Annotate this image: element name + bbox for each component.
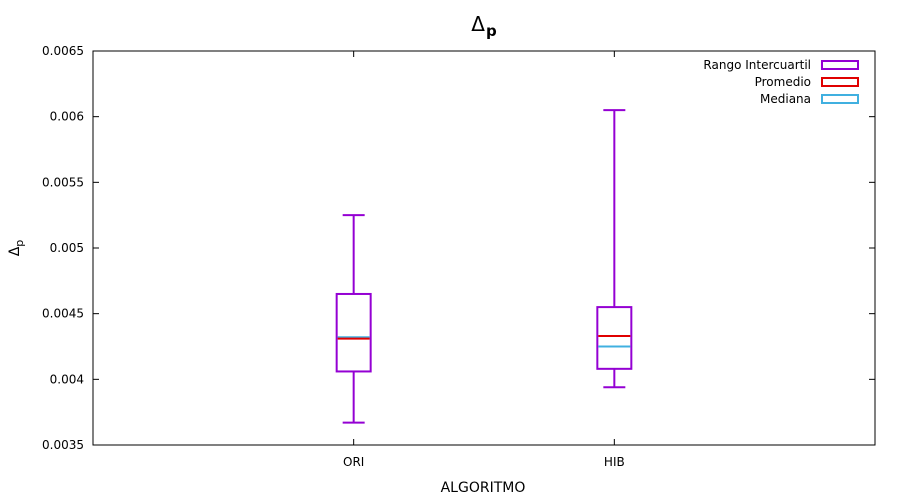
y-tick-label: 0.0055: [42, 175, 84, 189]
box-hib: [596, 109, 633, 389]
legend-label: Rango Intercuartil: [703, 58, 811, 72]
y-tick-label: 0.0035: [42, 438, 84, 452]
y-tick-label: 0.0045: [42, 307, 84, 321]
y-tick-label: 0.005: [50, 241, 84, 255]
legend-swatch: [821, 94, 859, 104]
plot-area: [92, 50, 876, 446]
y-axis-label-main: Δ: [7, 246, 23, 256]
legend-swatch: [821, 60, 859, 70]
x-tick-label: ORI: [343, 455, 364, 469]
iqr-box: [596, 306, 633, 370]
y-tick-label: 0.006: [50, 110, 84, 124]
x-axis-label: ALGORITMO: [441, 480, 526, 496]
y-axis-label: Δp: [7, 240, 26, 257]
box-ori: [335, 214, 372, 424]
iqr-box: [335, 292, 372, 373]
y-axis-label-subscript: p: [13, 240, 26, 247]
boxes-layer: [335, 109, 633, 424]
chart-title: Δp: [471, 12, 497, 40]
chart-title-subscript: p: [486, 22, 497, 40]
chart-title-main: Δ: [471, 12, 485, 36]
x-tick-label: HIB: [604, 455, 625, 469]
x-axis: ORI HIB: [343, 51, 625, 469]
legend: Rango Intercuartil Promedio Mediana: [703, 58, 859, 106]
y-axis: 0.0035 0.004 0.0045 0.005 0.0055 0.006 0.0065: [42, 44, 875, 452]
y-tick-label: 0.0065: [42, 44, 84, 58]
legend-label: Promedio: [755, 75, 811, 89]
legend-swatch: [821, 77, 859, 87]
legend-label: Mediana: [760, 92, 811, 106]
y-tick-label: 0.004: [50, 372, 84, 386]
